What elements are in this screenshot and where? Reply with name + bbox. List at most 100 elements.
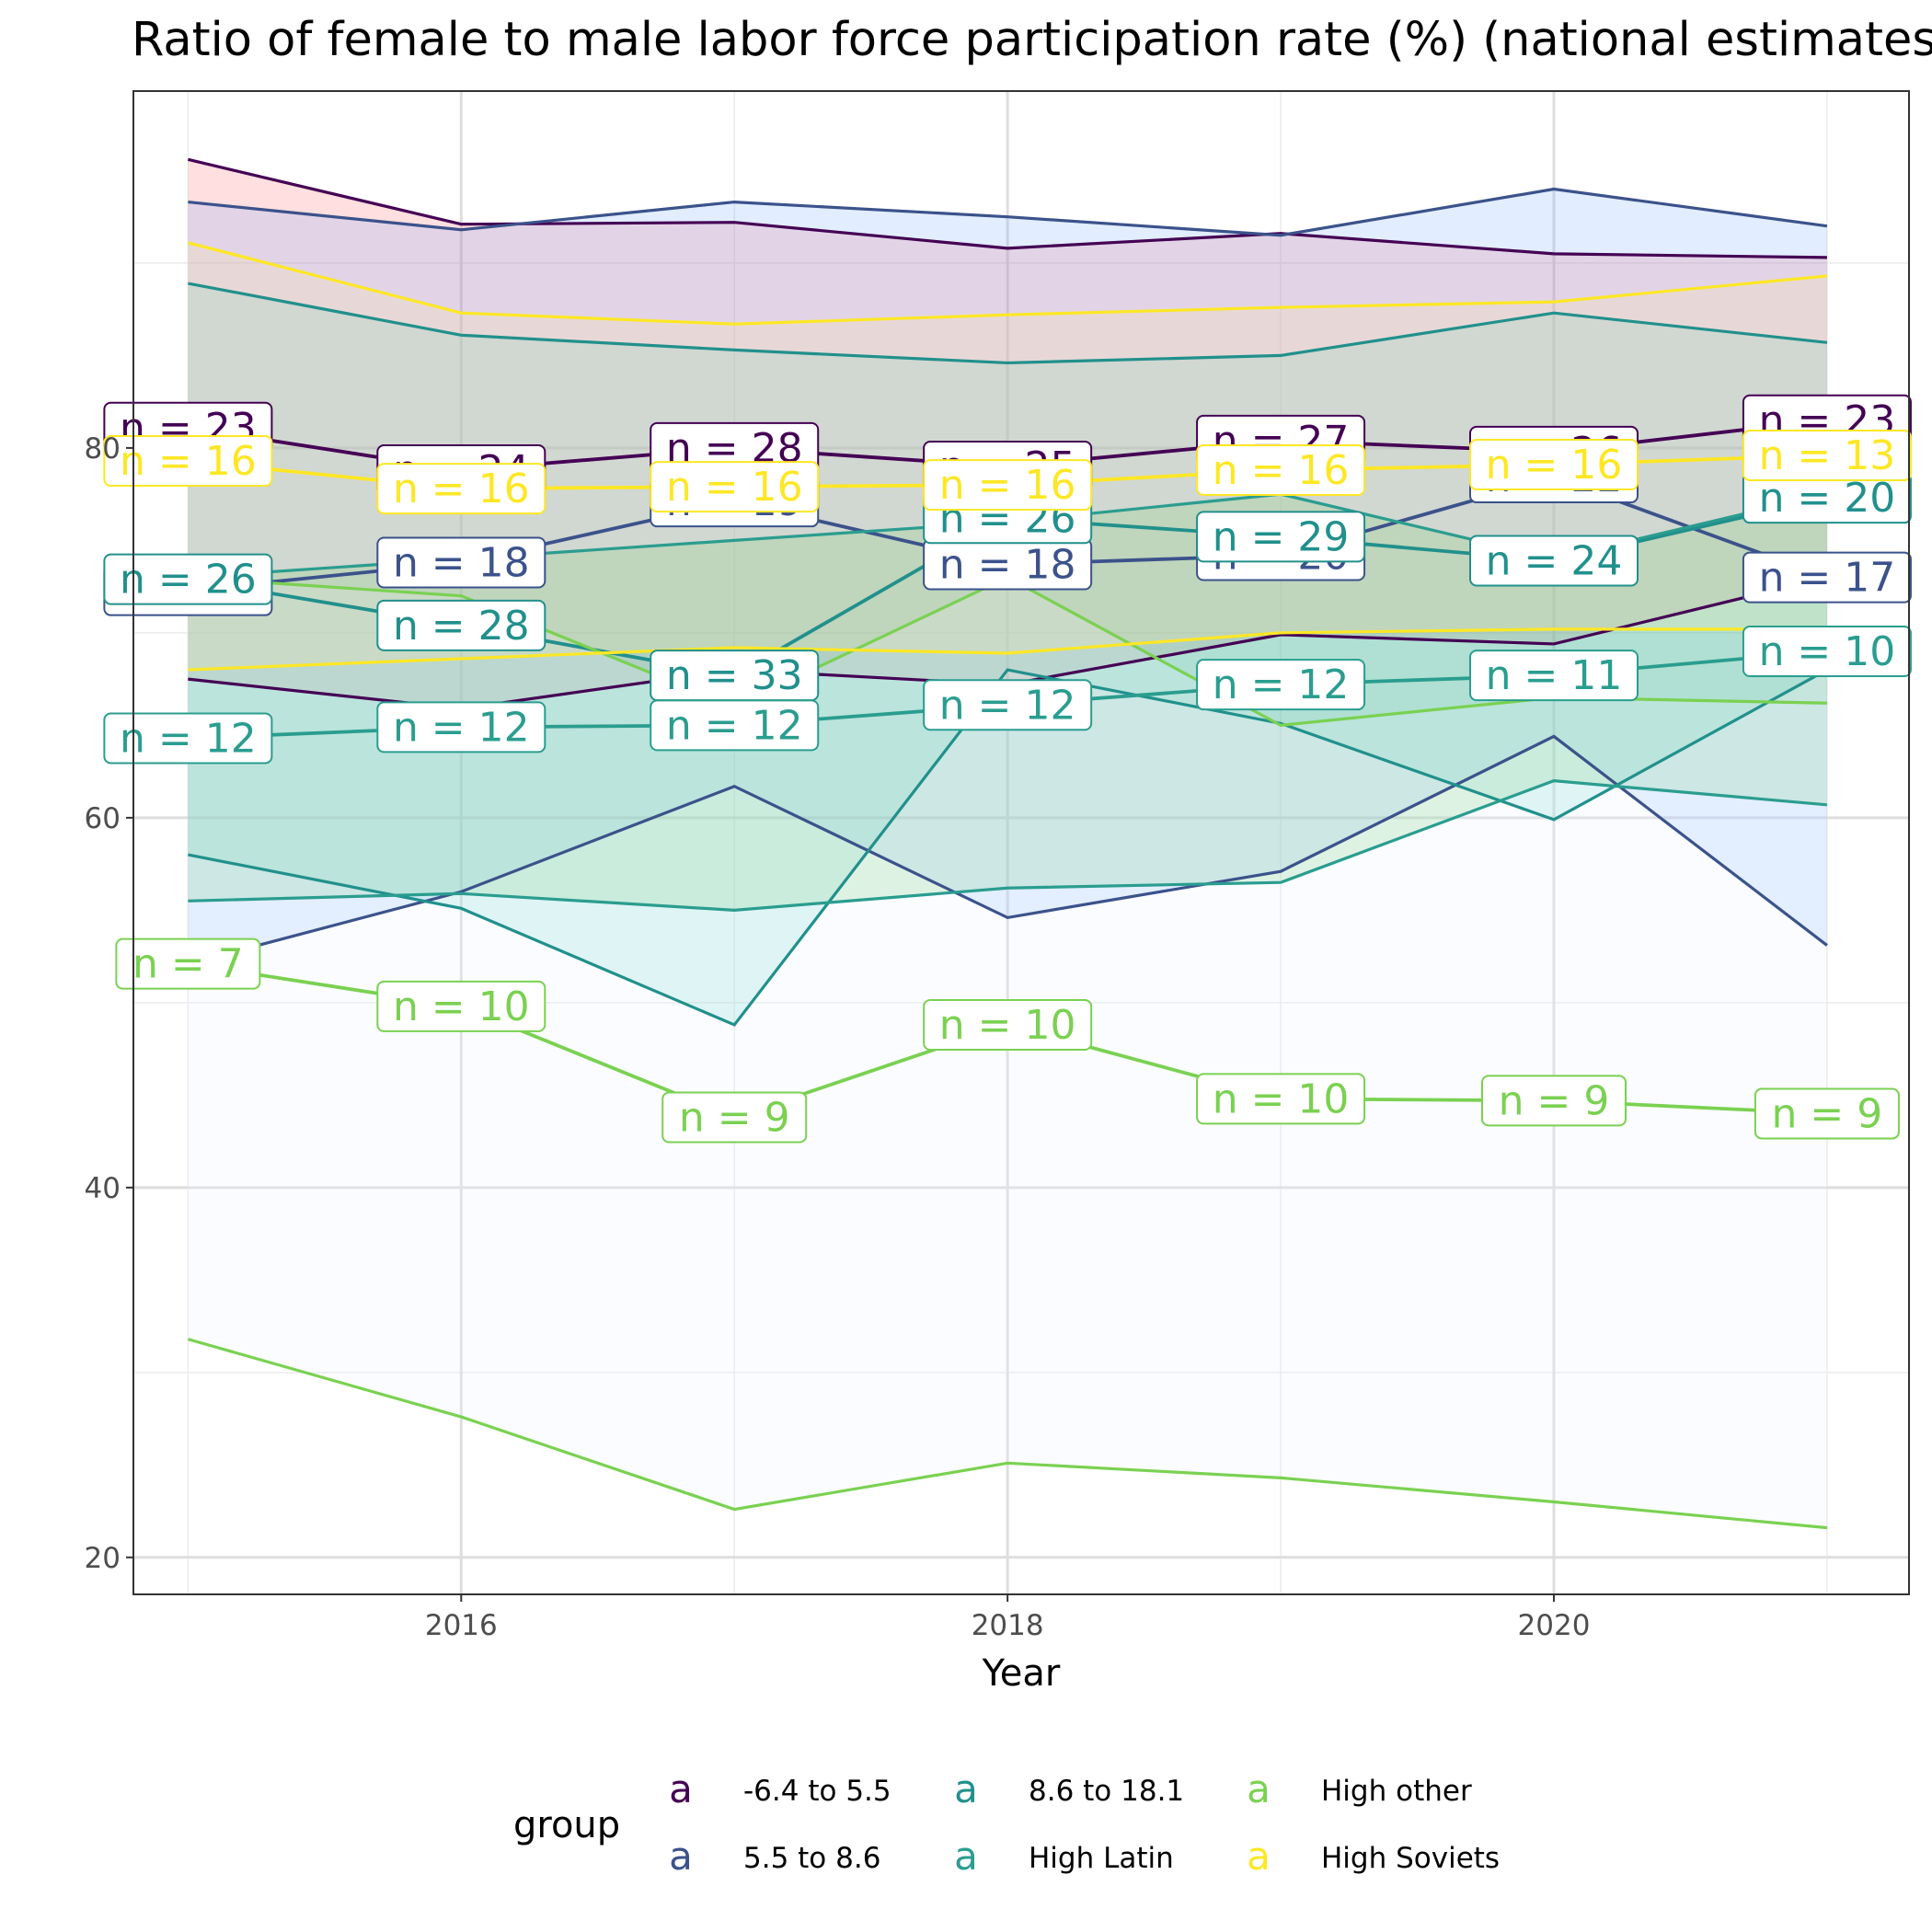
n-label: n = 16 [376, 463, 546, 515]
x-axis-title: Year [982, 1652, 1061, 1695]
legend-item: a High Latin [954, 1834, 1174, 1879]
x-tick-label: 2016 [425, 1609, 498, 1642]
n-label: n = 18 [923, 538, 1093, 591]
legend-label: 5.5 to 8.6 [743, 1842, 880, 1875]
legend-label: 8.6 to 18.1 [1029, 1775, 1184, 1808]
n-label: n = 16 [103, 434, 273, 487]
svg-text:n = 10: n = 10 [1213, 1075, 1350, 1122]
legend-title: group [513, 1804, 620, 1846]
n-label: n = 33 [650, 650, 820, 702]
svg-text:n = 11: n = 11 [1486, 652, 1623, 699]
upper-line-0 [188, 157, 1827, 259]
svg-text:n = 9: n = 9 [679, 1094, 790, 1141]
ribbon-0 [188, 159, 1827, 709]
svg-text:n = 12: n = 12 [393, 704, 530, 751]
svg-text:n = 12: n = 12 [939, 682, 1076, 729]
svg-text:n = 24: n = 24 [1486, 537, 1623, 584]
y-tick-label: 20 [85, 1542, 121, 1575]
legend-key: a [1247, 1834, 1271, 1879]
legend-key: a [954, 1766, 978, 1811]
n-label: n = 29 [1196, 511, 1366, 563]
lower-line-5 [188, 627, 1827, 672]
svg-text:n = 10: n = 10 [939, 1002, 1076, 1049]
y-tick-label: 60 [85, 802, 121, 835]
n-label: n = 12 [103, 712, 273, 765]
n-label: n = 13 [1742, 429, 1912, 481]
n-label: n = 18 [376, 536, 546, 589]
svg-text:n = 10: n = 10 [1759, 628, 1896, 675]
svg-text:n = 28: n = 28 [393, 603, 530, 650]
legend-key: a [669, 1834, 693, 1879]
lower-line-2 [188, 668, 1828, 1027]
n-label: n = 10 [1742, 625, 1912, 677]
n-label: n = 10 [923, 998, 1093, 1051]
legend-key: a [669, 1766, 693, 1811]
panel-border [132, 90, 1910, 1595]
n-label: n = 16 [923, 459, 1093, 512]
svg-text:n = 18: n = 18 [939, 542, 1076, 589]
n-label: n = 12 [650, 699, 820, 752]
chart-title: Ratio of female to male labor force part… [132, 13, 1932, 67]
legend-label: High Latin [1029, 1842, 1174, 1875]
n-label: n = 10 [1196, 1073, 1366, 1125]
n-label: n = 16 [650, 461, 820, 513]
svg-text:n = 10: n = 10 [393, 983, 530, 1030]
legend-label: -6.4 to 5.5 [743, 1775, 891, 1808]
n-label: n = 9 [1481, 1075, 1627, 1127]
n-label: n = 20 [1742, 472, 1912, 524]
svg-text:n = 13: n = 13 [1759, 432, 1896, 479]
upper-line-2 [188, 282, 1828, 365]
svg-text:n = 16: n = 16 [939, 462, 1076, 509]
svg-text:n = 16: n = 16 [393, 466, 530, 512]
svg-text:n = 29: n = 29 [1213, 513, 1350, 560]
svg-text:n = 16: n = 16 [120, 438, 257, 485]
svg-text:n = 26: n = 26 [120, 557, 257, 604]
svg-text:n = 17: n = 17 [1759, 555, 1896, 602]
upper-line-5 [187, 241, 1828, 326]
n-label: n = 28 [376, 599, 546, 651]
y-tick-label: 80 [85, 432, 121, 466]
n-label: n = 12 [376, 701, 546, 753]
svg-text:n = 16: n = 16 [1213, 447, 1350, 494]
legend-item: a High other [1247, 1766, 1472, 1811]
n-label: n = 7 [115, 937, 261, 990]
ribbon-4 [188, 577, 1827, 1528]
legend: a -6.4 to 5.5 a 5.5 to 8.6 a 8.6 to 18.1 a High… [669, 1766, 1500, 1879]
n-label: n = 12 [923, 679, 1093, 731]
legend-item: a High Soviets [1247, 1834, 1500, 1879]
svg-text:n = 9: n = 9 [1499, 1077, 1610, 1124]
svg-text:n = 16: n = 16 [1486, 442, 1623, 489]
svg-text:n = 12: n = 12 [666, 702, 803, 749]
svg-text:n = 9: n = 9 [1772, 1090, 1883, 1137]
legend-key: a [954, 1834, 978, 1879]
n-label: n = 9 [661, 1091, 808, 1144]
legend-item: a 5.5 to 8.6 [669, 1834, 880, 1879]
n-label: n = 17 [1742, 551, 1912, 604]
lower-line-3 [188, 779, 1828, 912]
svg-text:n = 12: n = 12 [120, 715, 257, 762]
y-tick-label: 40 [85, 1172, 121, 1205]
x-tick-label: 2020 [1518, 1609, 1591, 1642]
x-tick-label: 2018 [972, 1609, 1044, 1642]
n-label: n = 12 [1196, 659, 1366, 711]
svg-text:n = 33: n = 33 [666, 652, 803, 699]
n-label: n = 11 [1469, 650, 1639, 702]
n-label: n = 16 [1469, 438, 1639, 490]
legend-label: High Soviets [1321, 1842, 1500, 1875]
n-label: n = 9 [1754, 1087, 1900, 1140]
n-label: n = 10 [376, 980, 546, 1032]
svg-text:n = 16: n = 16 [666, 464, 803, 511]
svg-text:n = 18: n = 18 [393, 540, 530, 587]
svg-text:n = 7: n = 7 [132, 941, 244, 988]
svg-text:n = 12: n = 12 [1213, 661, 1350, 708]
legend-item: a -6.4 to 5.5 [669, 1766, 891, 1811]
n-label: n = 26 [103, 553, 273, 605]
legend-label: High other [1321, 1775, 1472, 1808]
svg-text:n = 20: n = 20 [1759, 475, 1896, 522]
legend-key: a [1247, 1766, 1271, 1811]
n-label: n = 24 [1469, 535, 1639, 587]
legend-item: a 8.6 to 18.1 [954, 1766, 1184, 1811]
lower-line-1 [187, 734, 1828, 966]
upper-line-1 [188, 187, 1828, 237]
